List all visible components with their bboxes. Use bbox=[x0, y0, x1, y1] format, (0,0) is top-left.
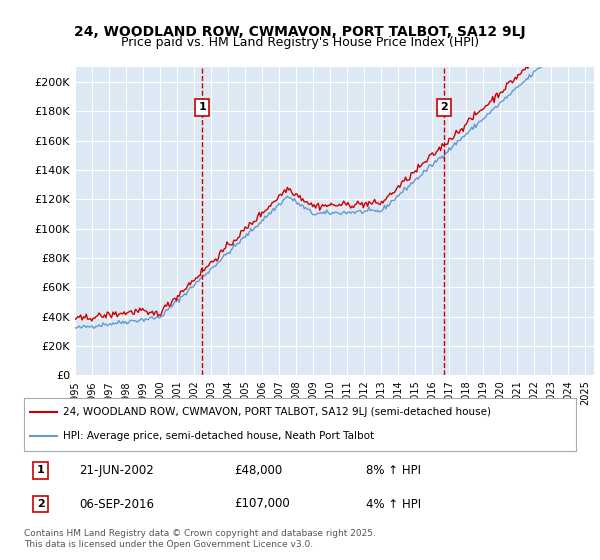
Text: £107,000: £107,000 bbox=[234, 497, 290, 511]
Text: Price paid vs. HM Land Registry's House Price Index (HPI): Price paid vs. HM Land Registry's House … bbox=[121, 36, 479, 49]
Text: HPI: Average price, semi-detached house, Neath Port Talbot: HPI: Average price, semi-detached house,… bbox=[62, 431, 374, 441]
Text: 24, WOODLAND ROW, CWMAVON, PORT TALBOT, SA12 9LJ: 24, WOODLAND ROW, CWMAVON, PORT TALBOT, … bbox=[74, 25, 526, 39]
Text: £48,000: £48,000 bbox=[234, 464, 282, 477]
Text: 1: 1 bbox=[37, 465, 44, 475]
Text: Contains HM Land Registry data © Crown copyright and database right 2025.
This d: Contains HM Land Registry data © Crown c… bbox=[24, 529, 376, 549]
Text: 8% ↑ HPI: 8% ↑ HPI bbox=[366, 464, 421, 477]
Text: 06-SEP-2016: 06-SEP-2016 bbox=[79, 497, 154, 511]
Text: 24, WOODLAND ROW, CWMAVON, PORT TALBOT, SA12 9LJ (semi-detached house): 24, WOODLAND ROW, CWMAVON, PORT TALBOT, … bbox=[62, 408, 491, 418]
Text: 21-JUN-2002: 21-JUN-2002 bbox=[79, 464, 154, 477]
Text: 2: 2 bbox=[37, 499, 44, 509]
Text: 1: 1 bbox=[198, 102, 206, 112]
Text: 2: 2 bbox=[440, 102, 448, 112]
Text: 4% ↑ HPI: 4% ↑ HPI bbox=[366, 497, 421, 511]
